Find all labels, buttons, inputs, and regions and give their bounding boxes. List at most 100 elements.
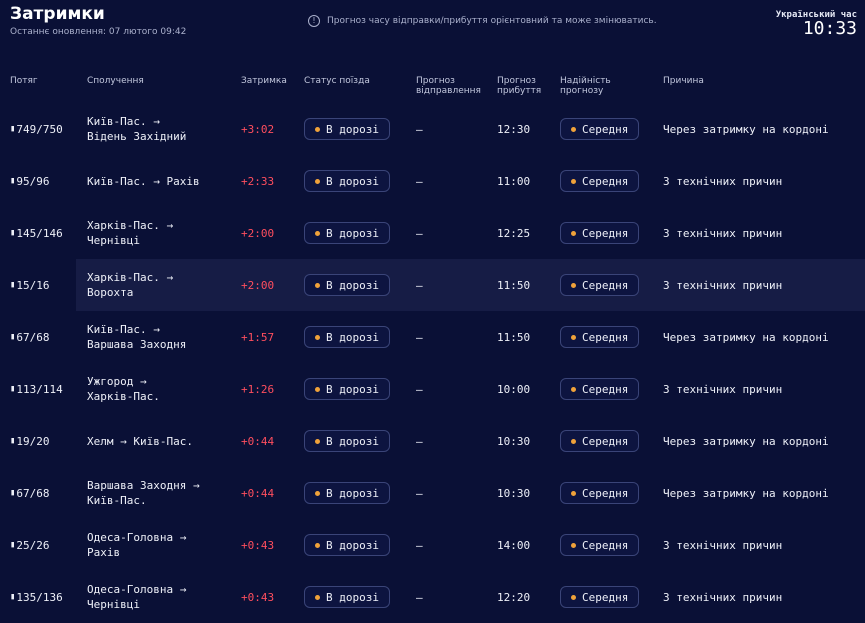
reliability-text: Середня [582, 226, 629, 240]
status-cell: В дорозі [304, 415, 390, 467]
route-to: Київ-Пас. [87, 494, 147, 507]
delay-reason: З технічних причин [663, 226, 783, 240]
col-arr: Прогноз прибуття [497, 76, 542, 96]
table-row[interactable]: ▮ 25/26 Одеса-Головна → Рахів +0:43 В дор… [0, 519, 865, 571]
reliability-cell: Середня [560, 259, 640, 311]
train-number: 749/750 [16, 122, 63, 136]
reliability-badge: Середня [560, 170, 640, 192]
col-dep: Прогноз відправлення [416, 76, 481, 96]
col-status: Статус поїзда [304, 76, 370, 86]
delay-value: +1:26 [241, 382, 275, 396]
route-cell: Ужгород → Харків-Пас. [87, 363, 232, 415]
status-dot-icon [315, 542, 320, 548]
route-from: Київ-Пас. → [87, 115, 160, 128]
train-cell: ▮ 113/114 [10, 363, 63, 415]
delay-value: +0:44 [241, 486, 275, 500]
forecast-notice: ! Прогноз часу відправки/прибуття орієнт… [308, 15, 657, 27]
delay-value: +0:43 [241, 590, 275, 604]
delays-table: ▮ 749/750 Київ-Пас. → Відень Західний +3:… [0, 103, 865, 623]
table-row[interactable]: ▮ 15/16 Харків-Пас. → Ворохта +2:00 В дор… [0, 259, 865, 311]
reliability-dot-icon [571, 178, 576, 184]
reliability-dot-icon [571, 230, 576, 236]
reliability-text: Середня [582, 122, 629, 136]
page-title: Затримки [10, 4, 105, 24]
status-cell: В дорозі [304, 155, 390, 207]
train-icon: ▮ [10, 488, 16, 498]
col-route: Сполучення [87, 76, 144, 86]
train-number: 67/68 [16, 330, 50, 344]
delay-reason: З технічних причин [663, 278, 783, 292]
table-row[interactable]: ▮ 135/136 Одеса-Головна → Чернівці +0:43 … [0, 571, 865, 623]
reliability-dot-icon [571, 490, 576, 496]
table-row[interactable]: ▮ 67/68 Варшава Заходня → Київ-Пас. +0:44… [0, 467, 865, 519]
reliability-badge: Середня [560, 326, 640, 348]
table-row[interactable]: ▮ 67/68 Київ-Пас. → Варшава Заходня +1:57… [0, 311, 865, 363]
table-row[interactable]: ▮ 19/20 Хелм → Київ-Пас. +0:44 В дорозі —… [0, 415, 865, 467]
departure-forecast: — [416, 226, 423, 240]
train-icon: ▮ [10, 228, 16, 238]
reliability-cell: Середня [560, 311, 640, 363]
status-text: В дорозі [326, 330, 379, 344]
status-badge: В дорозі [304, 430, 390, 452]
reliability-cell: Середня [560, 467, 640, 519]
arrival-forecast: 10:30 [497, 486, 531, 500]
arrival-forecast: 11:00 [497, 174, 531, 188]
status-dot-icon [315, 594, 320, 600]
train-icon: ▮ [10, 436, 16, 446]
train-icon: ▮ [10, 332, 16, 342]
forecast-notice-text: Прогноз часу відправки/прибуття орієнтов… [327, 16, 657, 26]
reliability-cell: Середня [560, 103, 640, 155]
delay-value: +0:43 [241, 538, 275, 552]
route-from: Одеса-Головна → [87, 531, 187, 544]
reliability-text: Середня [582, 174, 629, 188]
route-to: Відень Західний [87, 130, 187, 143]
arrival-forecast: 12:20 [497, 590, 531, 604]
route-from: Київ-Пас. → Рахів [87, 174, 200, 188]
departure-forecast: — [416, 590, 423, 604]
train-icon: ▮ [10, 124, 16, 134]
status-text: В дорозі [326, 278, 379, 292]
status-cell: В дорозі [304, 519, 390, 571]
route-from: Одеса-Головна → [87, 583, 187, 596]
reliability-dot-icon [571, 438, 576, 444]
table-row[interactable]: ▮ 113/114 Ужгород → Харків-Пас. +1:26 В д… [0, 363, 865, 415]
status-dot-icon [315, 386, 320, 392]
status-badge: В дорозі [304, 274, 390, 296]
route-cell: Харків-Пас. → Ворохта [87, 259, 232, 311]
departure-forecast: — [416, 278, 423, 292]
reliability-badge: Середня [560, 534, 640, 556]
train-cell: ▮ 15/16 [10, 259, 50, 311]
route-cell: Харків-Пас. → Чернівці [87, 207, 232, 259]
route-from: Варшава Заходня → [87, 479, 200, 492]
delay-reason: Через затримку на кордоні [663, 122, 829, 136]
delay-reason: Через затримку на кордоні [663, 434, 829, 448]
arrival-forecast: 10:30 [497, 434, 531, 448]
status-text: В дорозі [326, 122, 379, 136]
status-cell: В дорозі [304, 467, 390, 519]
page-header: Затримки Останнє оновлення: 07 лютого 09… [0, 0, 865, 60]
table-row[interactable]: ▮ 749/750 Київ-Пас. → Відень Західний +3:… [0, 103, 865, 155]
route-cell: Одеса-Головна → Рахів [87, 519, 232, 571]
departure-forecast: — [416, 174, 423, 188]
reliability-text: Середня [582, 382, 629, 396]
delay-reason: Через затримку на кордоні [663, 330, 829, 344]
table-row[interactable]: ▮ 145/146 Харків-Пас. → Чернівці +2:00 В … [0, 207, 865, 259]
status-badge: В дорозі [304, 118, 390, 140]
train-number: 95/96 [16, 174, 50, 188]
status-text: В дорозі [326, 538, 379, 552]
table-row[interactable]: ▮ 95/96 Київ-Пас. → Рахів +2:33 В дорозі … [0, 155, 865, 207]
route-from: Ужгород → [87, 375, 147, 388]
route-to: Рахів [87, 546, 121, 559]
delay-value: +0:44 [241, 434, 275, 448]
train-cell: ▮ 135/136 [10, 571, 63, 623]
status-badge: В дорозі [304, 326, 390, 348]
route-cell: Київ-Пас. → Відень Західний [87, 103, 232, 155]
reliability-dot-icon [571, 386, 576, 392]
train-cell: ▮ 67/68 [10, 467, 50, 519]
status-cell: В дорозі [304, 571, 390, 623]
train-icon: ▮ [10, 280, 16, 290]
train-number: 15/16 [16, 278, 50, 292]
delay-value: +1:57 [241, 330, 275, 344]
route-from: Харків-Пас. → [87, 271, 174, 284]
status-badge: В дорозі [304, 222, 390, 244]
